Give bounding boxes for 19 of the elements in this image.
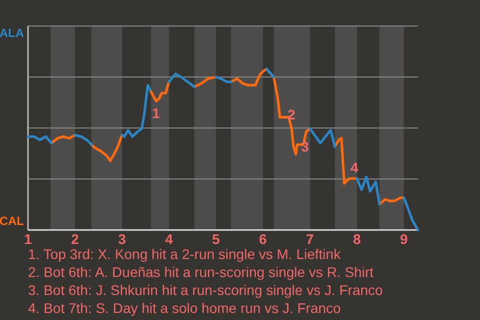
x-tick-label: 3 — [118, 231, 126, 247]
text: CAL — [0, 214, 24, 228]
text: 4. Bot 7th: S. Day hit a solo home run vs J. Franco — [28, 300, 342, 316]
x-tick-label: 2 — [71, 231, 80, 247]
x-tick-label: 6 — [259, 231, 268, 247]
text: 1. Top 3rd: X. Kong hit a 2-run single vs M. Lieftink — [28, 246, 342, 262]
x-tick-label: 7 — [306, 231, 314, 247]
x-tick-label: 4 — [165, 231, 174, 247]
text: 3. Bot 6th: J. Shkurin hit a run-scoring single vs J. Franco — [28, 282, 384, 298]
annotation: 3 — [301, 138, 310, 155]
text: ALA — [0, 26, 24, 40]
x-tick-label: 1 — [24, 231, 32, 247]
annotation: 2 — [287, 106, 296, 122]
annotation: 1 — [152, 104, 160, 121]
text: 2. Bot 6th: A. Dueñas hit a run-scoring single vs R. Shirt — [28, 264, 374, 280]
x-tick-label: 8 — [353, 231, 362, 247]
x-tick-label: 9 — [400, 231, 408, 247]
annotation: 4 — [350, 160, 358, 176]
x-tick-label: 5 — [212, 231, 220, 247]
